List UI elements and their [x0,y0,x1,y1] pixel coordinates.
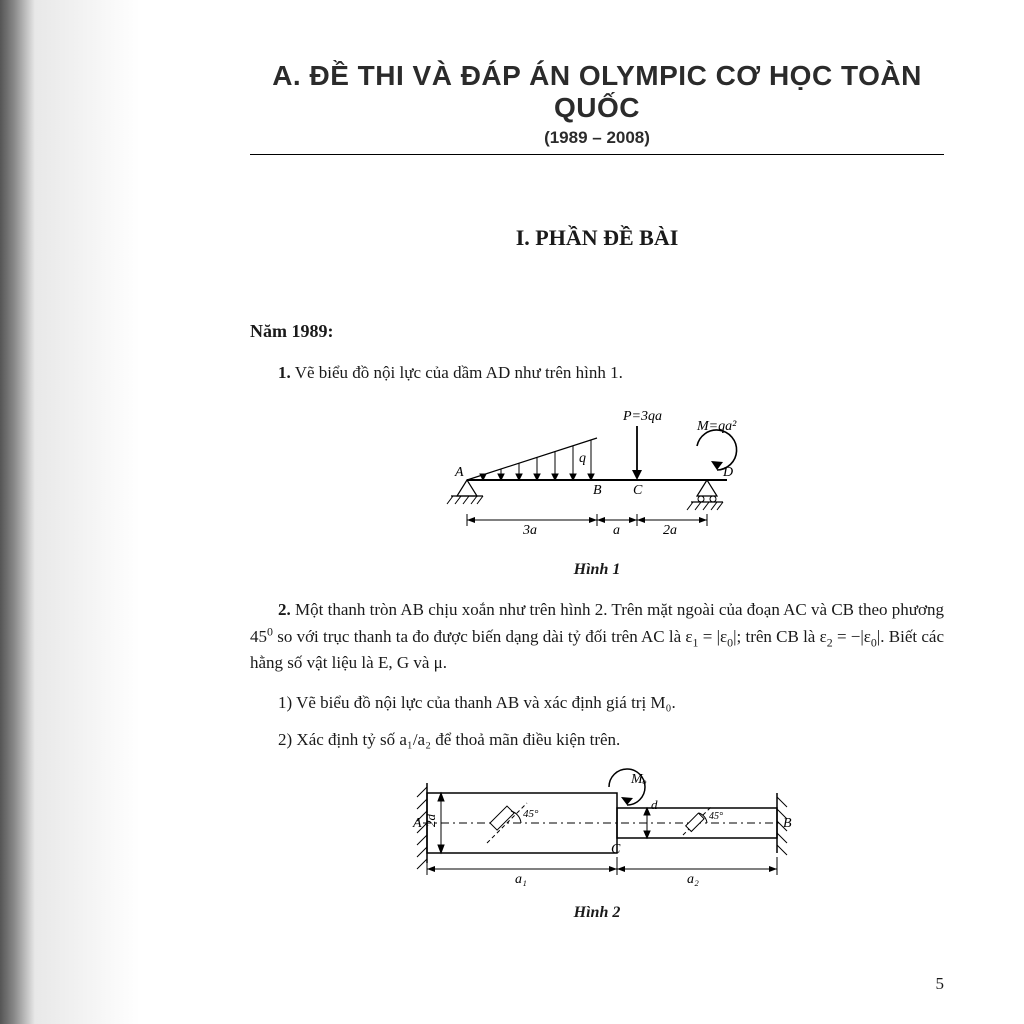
fig2-A: A [412,816,422,831]
fig2-ang-l: 45° [523,808,539,820]
book-spine [0,0,140,1024]
fig2-a2: a₂ [687,872,699,887]
sub-1: 1) Vẽ biểu đồ nội lực của thanh AB và xá… [250,690,944,716]
page: A. ĐỀ THI VÀ ĐÁP ÁN OLYMPIC CƠ HỌC TOÀN … [140,0,1024,1024]
fig1-D: D [722,465,733,480]
p2-e2: = −|ε [833,627,871,646]
sub-2: 2) Xác định tỷ số a₁/a₂ để thoả mãn điều… [250,727,944,753]
fig2-caption: Hình 2 [250,904,944,922]
fig1-C: C [633,483,643,498]
problem-1-text: Vẽ biểu đồ nội lực của dầm AD như trên h… [295,363,623,382]
main-title: A. ĐỀ THI VÀ ĐÁP ÁN OLYMPIC CƠ HỌC TOÀN … [250,60,944,124]
fig2-d: d [651,797,658,812]
fig2-Mo: Mₒ [630,772,647,787]
fig2-2d: 2d [423,814,438,828]
fig1-a: a [613,523,620,538]
year-label: Năm 1989: [250,321,944,342]
title-rule [250,154,944,155]
p2-e1: = |ε [699,627,728,646]
problem-2: 2. Một thanh tròn AB chịu xoắn như trên … [250,597,944,676]
fig2-ang-r: 45° [709,811,723,822]
fig1-caption: Hình 1 [250,561,944,579]
fig1-B: B [593,483,602,498]
year-range: (1989 – 2008) [250,128,944,148]
fig1-2a: 2a [663,523,677,538]
problem-1: 1. Vẽ biểu đồ nội lực của dầm AD như trê… [250,360,944,386]
section-title: I. PHẦN ĐỀ BÀI [250,225,944,251]
p2-tb: so với trục thanh ta đo được biến dạng d… [273,627,693,646]
fig2-B: B [783,816,792,831]
fig1-M: M=qa² [696,419,737,434]
figure-1: q P=3qa M=qa² A B C D [250,400,944,579]
figure-2: 45° 45° Mₒ A C B 2d [250,763,944,922]
fig1-3a: 3a [522,523,537,538]
fig2-C: C [611,842,621,857]
p2-e1b: |; trên CB là ε [733,627,827,646]
fig1-q: q [579,451,586,466]
fig1-P: P=3qa [622,409,662,424]
page-number: 5 [936,974,945,994]
fig2-a1: a₁ [515,872,527,887]
fig1-A: A [454,465,464,480]
problem-1-num: 1. [278,363,291,382]
problem-2-num: 2. [278,600,291,619]
